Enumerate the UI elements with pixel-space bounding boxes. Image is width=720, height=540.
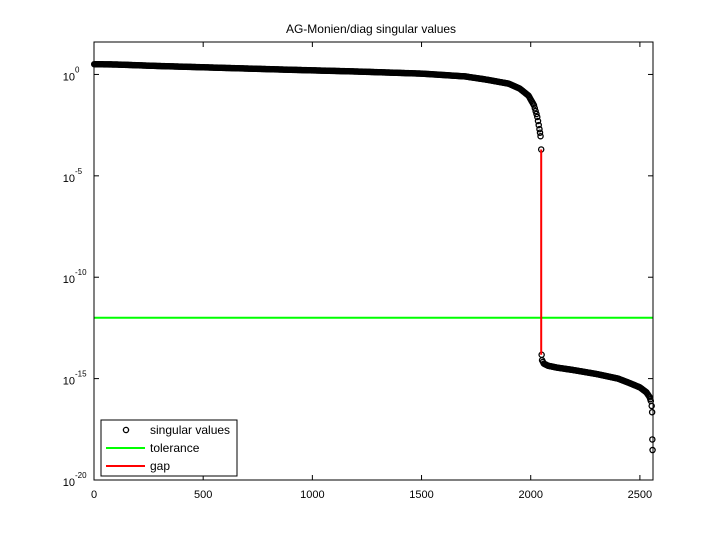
chart-title: AG-Monien/diag singular values bbox=[286, 22, 456, 36]
legend-label-singular-values: singular values bbox=[150, 423, 230, 437]
singular-value-point bbox=[534, 117, 542, 125]
y-tick-label: 100 bbox=[63, 65, 80, 83]
singular-value-point bbox=[535, 121, 542, 129]
y-tick-label: 10-20 bbox=[63, 471, 87, 489]
singular-value-point bbox=[531, 104, 539, 112]
y-tick-label: 10-5 bbox=[63, 167, 83, 185]
singular-value-point bbox=[534, 113, 541, 121]
singular-value-point bbox=[648, 402, 655, 410]
x-tick-label: 2000 bbox=[518, 489, 542, 501]
y-tick-exponent: -5 bbox=[75, 167, 83, 176]
y-tick-exponent: -20 bbox=[75, 471, 87, 480]
y-tick-base: 10 bbox=[63, 376, 75, 388]
y-tick-label: 10-15 bbox=[63, 370, 87, 388]
x-tick-label: 1500 bbox=[409, 489, 433, 501]
singular-value-point bbox=[649, 436, 656, 443]
legend: singular values tolerance gap bbox=[100, 419, 238, 477]
data-layer bbox=[90, 60, 656, 454]
singular-value-point bbox=[532, 107, 539, 115]
y-tick-base: 10 bbox=[63, 274, 75, 286]
y-tick-base: 10 bbox=[63, 173, 75, 185]
y-tick-label: 10-10 bbox=[63, 268, 87, 286]
singular-value-point bbox=[536, 125, 543, 133]
x-tick-label: 2500 bbox=[628, 489, 652, 501]
x-tick-label: 500 bbox=[194, 489, 212, 501]
legend-label-gap: gap bbox=[150, 459, 170, 473]
legend-label-tolerance: tolerance bbox=[150, 441, 200, 455]
singular-value-point bbox=[537, 132, 544, 140]
y-tick-base: 10 bbox=[63, 71, 75, 83]
singular-value-point bbox=[648, 408, 656, 416]
y-tick-exponent: -15 bbox=[75, 370, 87, 379]
singular-value-point bbox=[533, 110, 540, 118]
legend-marker-singular-values bbox=[122, 426, 130, 434]
singular-value-point bbox=[536, 129, 544, 136]
singular-value-point bbox=[530, 102, 538, 109]
plot-frame bbox=[93, 41, 654, 481]
y-tick-exponent: 0 bbox=[75, 65, 80, 74]
y-tick-base: 10 bbox=[63, 477, 75, 489]
x-tick-label: 1000 bbox=[300, 489, 324, 501]
y-tick-exponent: -10 bbox=[75, 268, 87, 277]
x-tick-label: 0 bbox=[91, 489, 97, 501]
axis-ticks: 0 500 1000 1500 2000 250010010-510-1010-1510-… bbox=[63, 42, 653, 501]
